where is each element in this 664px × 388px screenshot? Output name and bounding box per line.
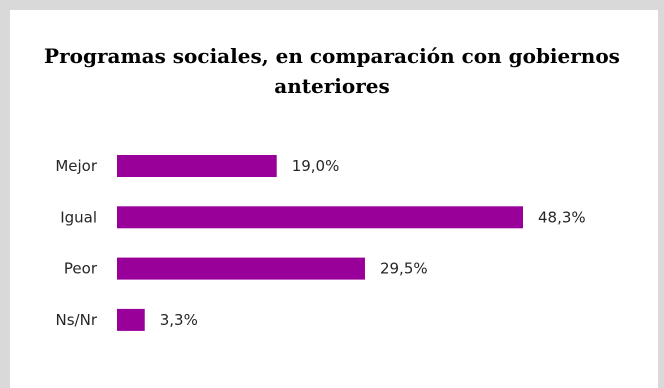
value-label: 3,3% <box>160 311 198 329</box>
bar-mejor <box>117 155 277 177</box>
bars-layer: Mejor 19,0% Igual 48,3% Peor 29,5% Ns/Nr 3,3% <box>55 155 586 331</box>
bar-igual <box>117 206 523 229</box>
value-label: 19,0% <box>292 157 340 175</box>
value-label: 29,5% <box>380 260 428 278</box>
category-label: Ns/Nr <box>56 311 98 329</box>
bar-peor <box>117 257 365 280</box>
category-label: Igual <box>60 208 97 226</box>
category-label: Peor <box>64 260 98 278</box>
value-label: 48,3% <box>538 208 586 226</box>
chart-title: Programas sociales, en comparación con g… <box>44 44 620 98</box>
bar-ns-nr <box>117 308 145 331</box>
category-label: Mejor <box>55 157 98 175</box>
